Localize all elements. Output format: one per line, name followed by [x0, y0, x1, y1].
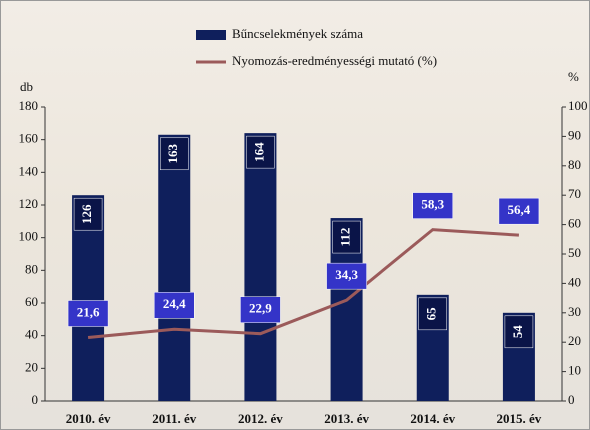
line-value-label: 34,3	[335, 267, 358, 282]
x-tick-label: 2015. év	[497, 411, 542, 426]
y-tick-label: 140	[19, 163, 39, 178]
line-label-box	[67, 300, 109, 327]
y2-tick-label: 40	[568, 274, 581, 289]
y2-tick-label: 10	[568, 363, 581, 378]
y-tick-label: 80	[25, 261, 38, 276]
y2-tick-label: 80	[568, 157, 581, 172]
y-tick-label: 180	[19, 98, 39, 113]
legend-label: Nyomozás-eredményességi mutató (%)	[232, 53, 437, 68]
y2-tick-label: 50	[568, 245, 581, 260]
bar-value-label: 54	[510, 325, 525, 339]
line-label-box	[326, 262, 367, 290]
bar-label-box	[160, 137, 189, 171]
bar-value-label: 126	[79, 204, 94, 224]
line-value-label: 58,3	[421, 197, 444, 212]
legend-swatch	[196, 30, 226, 40]
bar-value-label: 164	[251, 142, 266, 162]
bar-value-label: 65	[424, 307, 439, 321]
line-label-box	[412, 192, 453, 219]
y2-axis-label: %	[568, 69, 579, 84]
line-value-label: 21,6	[77, 304, 100, 319]
y-tick-label: 160	[19, 131, 39, 146]
line-label-box	[498, 197, 540, 225]
bar-label-box	[73, 197, 103, 231]
line	[87, 228, 520, 339]
line-value-label: 22,9	[249, 301, 272, 316]
bar-label-box	[504, 315, 534, 349]
legend-label: Bűncselekmények száma	[232, 26, 363, 41]
y2-tick-label: 70	[568, 186, 581, 201]
line-label-box	[240, 296, 281, 323]
y-tick-label: 0	[32, 392, 39, 407]
y2-tick-label: 30	[568, 304, 581, 319]
y-tick-label: 40	[25, 327, 38, 342]
y2-tick-label: 90	[568, 127, 581, 142]
y2-tick-label: 20	[568, 333, 581, 348]
y-axis-label: db	[20, 79, 33, 94]
x-tick-label: 2010. év	[66, 411, 111, 426]
y-tick-label: 20	[25, 359, 38, 374]
line-value-label: 56,4	[508, 202, 531, 217]
x-tick-label: 2011. év	[152, 411, 197, 426]
y-tick-label: 120	[19, 196, 39, 211]
y2-tick-label: 60	[568, 216, 581, 231]
bar	[244, 133, 277, 401]
y-tick-label: 100	[19, 229, 39, 244]
line-label-box	[154, 292, 195, 319]
y2-tick-label: 100	[568, 98, 588, 113]
bar-value-label: 163	[165, 144, 180, 164]
bar-label-box	[332, 220, 361, 254]
x-tick-label: 2012. év	[238, 411, 283, 426]
bar-label-box	[246, 135, 275, 169]
y-tick-label: 60	[25, 294, 38, 309]
x-tick-label: 2014. év	[410, 411, 455, 426]
line-value-label: 24,4	[163, 296, 186, 311]
x-tick-label: 2013. év	[324, 411, 369, 426]
y2-tick-label: 0	[568, 392, 575, 407]
bar	[158, 134, 191, 401]
bar-label-box	[418, 297, 447, 331]
bar-value-label: 112	[338, 228, 353, 247]
